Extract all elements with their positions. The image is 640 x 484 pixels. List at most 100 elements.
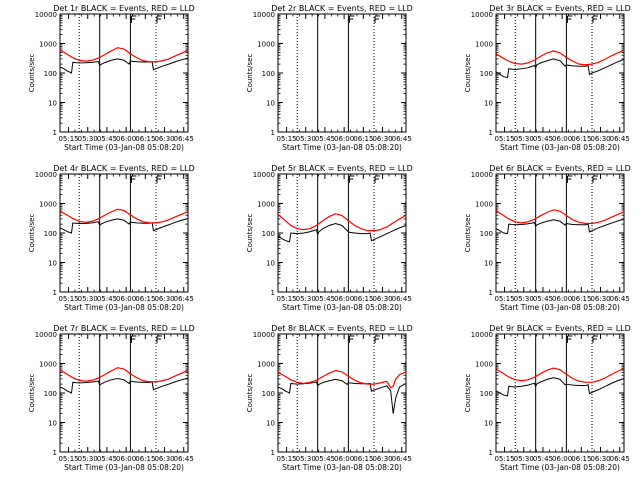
x-tick-label: 05:45 <box>97 295 117 303</box>
y-tick-label: 10 <box>484 100 493 108</box>
series-line-events-det-9 <box>495 377 625 397</box>
panel-title: Det 7r BLACK = Events, RED = LLD <box>53 324 195 333</box>
x-axis-label: Start Time (03-Jan-08 05:08:20) <box>64 303 184 312</box>
x-tick-label: 05:45 <box>533 455 553 463</box>
series-line-events-det-6 <box>495 218 625 235</box>
x-tick-label: 06:00 <box>552 135 572 143</box>
y-tick-label: 100 <box>480 70 493 78</box>
flag-marker <box>374 15 380 23</box>
y-tick-label: 10000 <box>35 331 57 339</box>
flag-marker <box>156 175 162 183</box>
x-tick-label: 05:30 <box>78 135 98 143</box>
x-tick-label: 06:15 <box>135 295 155 303</box>
flag-marker <box>130 175 137 183</box>
x-tick-label: 06:45 <box>610 455 630 463</box>
x-tick-label: 06:15 <box>571 135 591 143</box>
flag-marker <box>156 15 162 23</box>
flag-marker <box>566 175 573 183</box>
x-tick-label: 05:15 <box>494 295 514 303</box>
y-tick-label: 10000 <box>253 11 275 19</box>
x-tick-label: 05:30 <box>296 455 316 463</box>
flag-marker <box>592 175 598 183</box>
x-tick-label: 06:30 <box>372 455 392 463</box>
flag-marker <box>130 15 137 23</box>
panel-det-3: Det 3r BLACK = Events, RED = LLD 1 10 100 10… <box>464 4 631 152</box>
x-tick-label: 05:45 <box>533 295 553 303</box>
series-line-lld-det-5 <box>277 213 407 232</box>
series-line-lld-det-3 <box>495 49 625 66</box>
x-tick-label: 05:15 <box>276 295 296 303</box>
y-tick-label: 1 <box>271 289 275 297</box>
x-tick-label: 06:45 <box>392 135 412 143</box>
plot-frame <box>277 333 407 453</box>
y-tick-label: 10 <box>266 260 275 268</box>
panel-title: Det 5r BLACK = Events, RED = LLD <box>271 164 413 173</box>
y-tick-label: 100 <box>480 230 493 238</box>
y-tick-label: 1 <box>53 289 57 297</box>
panel-det-8: Det 8r BLACK = Events, RED = LLD 1 10 100 10… <box>246 324 413 472</box>
x-tick-label: 05:45 <box>315 135 335 143</box>
x-tick-label: 06:45 <box>392 295 412 303</box>
x-tick-label: 05:30 <box>296 295 316 303</box>
y-tick-label: 10 <box>266 420 275 428</box>
y-tick-label: 10 <box>484 260 493 268</box>
plot-frame <box>495 173 625 293</box>
x-axis-label: Start Time (03-Jan-08 05:08:20) <box>282 463 402 472</box>
x-tick-label: 06:30 <box>372 295 392 303</box>
y-tick-label: 10 <box>266 100 275 108</box>
x-tick-label: 05:30 <box>514 455 534 463</box>
x-tick-label: 05:15 <box>58 295 78 303</box>
x-axis-label: Start Time (03-Jan-08 05:08:20) <box>500 143 620 152</box>
y-tick-label: 10000 <box>471 331 493 339</box>
y-tick-label: 10000 <box>35 11 57 19</box>
x-tick-label: 06:15 <box>353 455 373 463</box>
y-tick-label: 1000 <box>39 361 57 369</box>
y-tick-label: 100 <box>262 70 275 78</box>
x-tick-label: 06:45 <box>174 135 194 143</box>
y-tick-label: 100 <box>480 390 493 398</box>
x-tick-label: 06:00 <box>552 295 572 303</box>
y-tick-label: 100 <box>262 230 275 238</box>
flag-marker <box>592 15 598 23</box>
y-tick-label: 100 <box>44 390 57 398</box>
x-tick-label: 06:00 <box>334 135 354 143</box>
y-tick-label: 1 <box>489 289 493 297</box>
y-tick-label: 1000 <box>475 201 493 209</box>
x-tick-label: 06:15 <box>571 295 591 303</box>
y-tick-label: 10000 <box>471 11 493 19</box>
x-tick-label: 06:15 <box>353 135 373 143</box>
panel-det-1: Det 1r BLACK = Events, RED = LLD 1 10 100 10… <box>28 4 195 152</box>
flag-marker <box>348 175 355 183</box>
y-axis-label: Counts/sec <box>28 214 36 253</box>
x-tick-label: 06:30 <box>590 135 610 143</box>
x-tick-label: 06:00 <box>116 455 136 463</box>
series-line-lld-det-4 <box>59 208 189 224</box>
y-tick-label: 100 <box>44 70 57 78</box>
y-axis-label: Counts/sec <box>246 214 254 253</box>
panel-det-5: Det 5r BLACK = Events, RED = LLD 1 10 100 10… <box>246 164 413 312</box>
series-line-lld-det-6 <box>495 209 625 225</box>
plot-frame <box>277 13 407 133</box>
x-tick-label: 06:45 <box>174 295 194 303</box>
y-tick-label: 10 <box>484 420 493 428</box>
plot-frame <box>59 173 189 293</box>
y-tick-label: 10 <box>48 420 57 428</box>
x-tick-label: 05:30 <box>78 295 98 303</box>
x-tick-label: 06:30 <box>590 455 610 463</box>
y-tick-label: 10 <box>48 100 57 108</box>
x-tick-label: 06:15 <box>135 455 155 463</box>
x-axis-label: Start Time (03-Jan-08 05:08:20) <box>64 463 184 472</box>
series-line-events-det-5 <box>277 222 407 243</box>
x-tick-label: 05:30 <box>514 135 534 143</box>
x-tick-label: 06:30 <box>154 455 174 463</box>
x-tick-label: 06:45 <box>610 135 630 143</box>
x-tick-label: 05:45 <box>315 295 335 303</box>
x-tick-label: 05:15 <box>276 135 296 143</box>
y-tick-label: 100 <box>44 230 57 238</box>
flag-marker <box>130 335 137 343</box>
panel-title: Det 3r BLACK = Events, RED = LLD <box>489 4 631 13</box>
flag-marker <box>566 15 573 23</box>
x-tick-label: 06:00 <box>334 455 354 463</box>
x-tick-label: 05:30 <box>78 455 98 463</box>
panel-title: Det 2r BLACK = Events, RED = LLD <box>271 4 413 13</box>
